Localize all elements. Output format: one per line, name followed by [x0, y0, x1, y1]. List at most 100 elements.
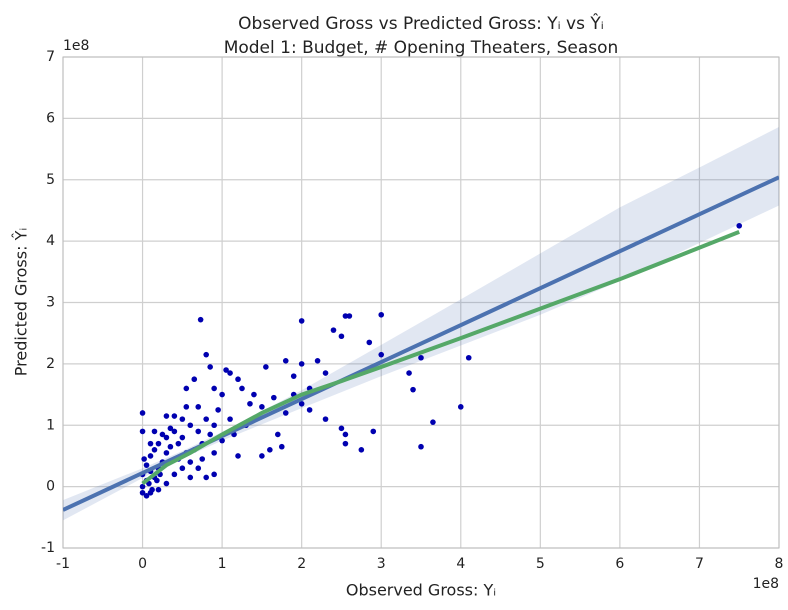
data-point: [430, 419, 436, 425]
data-point: [139, 489, 146, 496]
x-tick-label: 4: [456, 556, 465, 572]
data-point: [197, 316, 204, 323]
data-point: [259, 404, 265, 410]
x-tick-label: 2: [297, 556, 306, 572]
data-point: [259, 453, 265, 459]
data-point: [418, 354, 424, 361]
data-point: [239, 385, 245, 392]
data-point: [175, 440, 182, 447]
data-point: [147, 440, 154, 447]
lowess-line: [141, 230, 740, 486]
data-point: [187, 422, 194, 429]
data-point: [418, 443, 424, 450]
data-point: [275, 431, 281, 438]
data-point: [143, 493, 150, 499]
data-point: [322, 416, 329, 422]
data-point: [151, 447, 158, 453]
data-point: [378, 351, 385, 358]
x-offset-label: 1e8: [753, 576, 779, 592]
data-point: [263, 364, 269, 370]
data-point: [147, 453, 154, 459]
x-tick-label: 3: [377, 556, 386, 572]
data-point: [410, 386, 416, 393]
data-point: [330, 327, 337, 333]
data-point: [219, 437, 225, 444]
data-point: [465, 354, 472, 361]
data-point: [358, 447, 365, 453]
data-point: [179, 465, 186, 472]
data-point: [322, 370, 329, 376]
data-point: [149, 486, 155, 493]
data-point: [282, 358, 289, 364]
data-point: [306, 407, 313, 413]
data-point: [155, 486, 162, 493]
chart-subtitle: Model 1: Budget, # Opening Theaters, Sea…: [224, 38, 619, 58]
data-point: [457, 404, 464, 410]
data-point: [207, 431, 213, 438]
data-point: [378, 311, 385, 318]
data-point: [163, 480, 170, 487]
x-tick-label: 1: [218, 556, 227, 572]
y-tick-label: 3: [46, 295, 55, 311]
data-point: [211, 471, 217, 478]
plot-frame: [62, 56, 780, 549]
data-point: [199, 456, 206, 462]
data-point: [298, 361, 305, 367]
data-point: [314, 358, 321, 364]
regression-line: [63, 175, 779, 512]
y-tick-label: -1: [41, 540, 55, 556]
data-point: [366, 339, 373, 346]
data-point: [342, 431, 349, 438]
data-point: [215, 407, 221, 413]
data-point: [282, 410, 289, 416]
data-point: [154, 477, 160, 484]
data-point: [139, 483, 146, 490]
y-offset-label: 1e8: [63, 38, 89, 54]
data-point: [187, 474, 194, 481]
y-tick-label: 5: [46, 172, 55, 188]
data-point: [338, 425, 345, 432]
data-point: [370, 428, 377, 435]
x-axis-label: Observed Gross: Yᵢ: [346, 581, 496, 600]
data-point: [203, 351, 209, 358]
data-point: [278, 443, 285, 450]
data-point: [171, 413, 178, 419]
data-point: [191, 376, 198, 383]
data-point: [159, 431, 166, 438]
y-tick-label: 1: [46, 417, 55, 433]
y-axis-label: Predicted Gross: Ŷᵢ: [12, 228, 31, 376]
data-point: [338, 333, 345, 340]
data-point: [167, 443, 174, 450]
data-point: [183, 404, 190, 410]
data-point: [171, 471, 178, 478]
data-point: [139, 410, 146, 416]
data-point: [207, 364, 213, 370]
data-point: [235, 453, 241, 459]
data-point: [342, 313, 349, 319]
data-point: [298, 318, 305, 324]
data-point: [251, 391, 257, 398]
y-tick-label: 4: [46, 233, 55, 249]
data-point: [211, 450, 217, 456]
data-point: [267, 447, 273, 453]
data-point: [163, 450, 170, 456]
data-point: [195, 404, 202, 410]
data-point: [235, 376, 241, 383]
data-point: [223, 367, 229, 373]
data-point: [298, 400, 305, 407]
data-point: [271, 394, 277, 401]
data-point: [183, 385, 190, 392]
data-point: [141, 456, 147, 462]
y-tick-label: 0: [46, 479, 55, 495]
y-tick-label: 7: [46, 49, 55, 65]
data-point: [247, 400, 253, 407]
data-point: [227, 416, 233, 422]
chart-title: Observed Gross vs Predicted Gross: Yᵢ vs…: [238, 12, 604, 34]
data-point: [736, 222, 743, 229]
y-tick-label: 6: [46, 110, 55, 126]
data-point: [179, 434, 186, 441]
data-point: [143, 462, 150, 468]
data-point: [163, 434, 170, 441]
data-point: [139, 428, 146, 435]
